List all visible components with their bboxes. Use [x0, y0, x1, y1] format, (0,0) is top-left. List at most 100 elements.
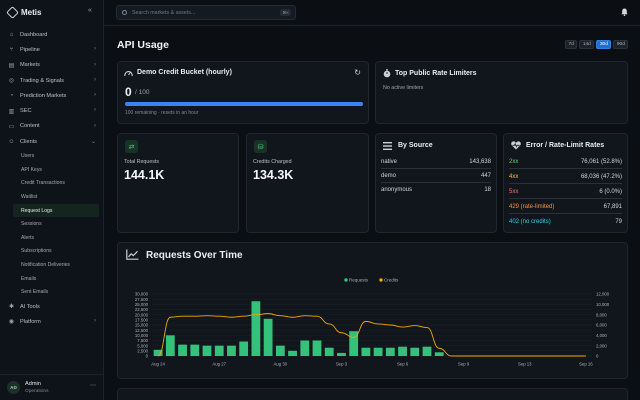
y-left-tick: 25,000 [135, 302, 149, 307]
y-left-tick: 22,500 [135, 307, 149, 312]
sidebar-item-label: Trading & Signals [20, 77, 64, 84]
sidebar-subitem-sessions[interactable]: Sessions [21, 221, 42, 228]
search-input[interactable]: Search markets & assets... ⌘K [116, 5, 296, 20]
requests-bar[interactable] [263, 318, 273, 356]
requests-bar[interactable] [153, 349, 163, 356]
sidebar-item-sec[interactable]: ▥ SEC › [0, 103, 104, 118]
brand[interactable]: Metis [6, 5, 41, 19]
requests-bar[interactable] [251, 301, 261, 356]
sidebar-subitem-notification-deliveries[interactable]: Notification Deliveries [21, 261, 70, 268]
range-selector: 7d 14d 30d 90d [565, 40, 629, 49]
source-name: demo [381, 172, 397, 179]
sidebar-item-ai-tools[interactable]: ✱ AI Tools [0, 299, 104, 314]
sidebar-subitem-api-keys[interactable]: API Keys [21, 166, 42, 173]
requests-bar[interactable] [398, 346, 407, 356]
requests-bar[interactable] [288, 350, 297, 356]
requests-bar[interactable] [178, 344, 187, 356]
requests-bar[interactable] [202, 345, 212, 356]
credits-charged-value: 134.3K [253, 168, 294, 182]
chevron-right-icon: › [94, 107, 96, 114]
range-90d[interactable]: 90d [613, 40, 629, 49]
sidebar-subitem-sent-emails[interactable]: Sent Emails [21, 289, 49, 296]
chart-header: Requests Over Time [126, 249, 243, 262]
bucket-max: / 100 [135, 89, 150, 96]
swap-icon: ⇄ [125, 140, 138, 153]
sidebar-subitem-waitlist[interactable]: Waitlist [21, 193, 38, 200]
by-source-title: By Source [398, 142, 433, 149]
requests-bar[interactable] [410, 347, 420, 356]
x-tick: Aug 30 [274, 362, 288, 367]
x-tick: Sep 16 [579, 362, 593, 367]
markets-icon: ▤ [8, 62, 15, 69]
range-30d[interactable]: 30d [596, 40, 612, 49]
requests-bar[interactable] [165, 335, 175, 356]
requests-bar[interactable] [239, 341, 249, 356]
sidebar-item-pipeline[interactable]: ⑂ Pipeline › [0, 42, 104, 57]
trend-icon [126, 249, 139, 262]
requests-bar[interactable] [312, 340, 322, 357]
sidebar-item-prediction-markets[interactable]: ◔ Prediction Markets › [0, 88, 104, 103]
requests-bar[interactable] [190, 344, 200, 356]
requests-bar[interactable] [349, 331, 359, 356]
source-name: anonymous [381, 186, 413, 193]
requests-bar[interactable] [385, 347, 395, 356]
requests-bar[interactable] [337, 352, 346, 356]
more-icon[interactable]: ⋯ [90, 383, 96, 389]
error-row: 429 (rate-limited) 67,891 [509, 200, 622, 214]
sidebar-item-label: Content [20, 123, 40, 130]
requests-bar[interactable] [227, 345, 236, 356]
sidebar-item-content[interactable]: ▭ Content › [0, 119, 104, 134]
sidebar-item-label: Markets [20, 62, 40, 69]
coins-icon: ⛁ [254, 140, 267, 153]
double-chevron-left-icon[interactable]: « [88, 7, 92, 14]
error-value: 67,891 [603, 203, 622, 210]
sidebar-item-clients[interactable]: ☺ Clients ⌄ [0, 134, 104, 149]
legend-label[interactable]: Credits [384, 278, 399, 283]
sidebar-item-label: Pipeline [20, 46, 40, 53]
chevron-down-icon: ⌄ [90, 139, 96, 146]
requests-bar[interactable] [275, 345, 285, 356]
legend-label[interactable]: Requests [349, 278, 369, 283]
total-requests-label: Total Requests [124, 159, 160, 165]
search-icon [122, 10, 127, 15]
x-tick: Sep 3 [336, 362, 348, 367]
rate-limiters-card: Top Public Rate Limiters No active limit… [375, 61, 628, 124]
chevron-right-icon: › [94, 92, 96, 99]
y-left-tick: 20,000 [135, 312, 149, 317]
avatar[interactable]: AD [7, 381, 20, 394]
requests-bar[interactable] [373, 347, 383, 356]
sidebar-subitem-subscriptions[interactable]: Subscriptions [21, 248, 52, 255]
user-panel[interactable]: AD Admin Operations ⋯ [0, 374, 104, 400]
sidebar-item-trading-signals[interactable]: ◎ Trading & Signals › [0, 73, 104, 88]
error-value: 76,061 (52.8%) [580, 158, 622, 165]
requests-chart: 30,00027,50025,00022,50020,00017,50015,0… [135, 278, 610, 367]
requests-bar[interactable] [422, 346, 432, 356]
sidebar-subitem-request-logs[interactable]: Request Logs [13, 203, 99, 218]
source-row: native 143,638 [381, 156, 491, 169]
range-7d[interactable]: 7d [565, 40, 578, 49]
requests-bar[interactable] [434, 352, 444, 356]
sidebar-item-dashboard[interactable]: ⌂ Dashboard [0, 27, 104, 42]
sidebar-subitem-credit-transactions[interactable]: Credit Transactions [21, 180, 65, 187]
error-name: 2xx [509, 158, 519, 165]
sidebar-item-markets[interactable]: ▤ Markets › [0, 58, 104, 73]
legend-swatch [344, 278, 348, 282]
bell-icon[interactable] [621, 8, 628, 18]
requests-bar[interactable] [214, 345, 224, 356]
sidebar-subitem-alerts[interactable]: Alerts [21, 234, 35, 241]
y-right-tick: 0 [596, 354, 599, 359]
refresh-icon[interactable]: ↻ [354, 68, 361, 77]
range-14d[interactable]: 14d [579, 40, 595, 49]
requests-bar[interactable] [324, 347, 334, 356]
pipeline-icon: ⑂ [9, 46, 14, 53]
source-value: 18 [484, 186, 491, 193]
requests-bar[interactable] [361, 347, 371, 356]
limiters-empty: No active limiters [383, 85, 424, 91]
sidebar-item-platform[interactable]: ◉ Platform › [0, 314, 104, 329]
sidebar-subitem-users[interactable]: Users [21, 153, 35, 160]
sidebar-subitem-emails[interactable]: Emails [21, 275, 37, 282]
requests-bar[interactable] [300, 340, 310, 357]
bucket-value: 0 [125, 85, 132, 99]
y-right-tick: 4,000 [596, 333, 607, 338]
